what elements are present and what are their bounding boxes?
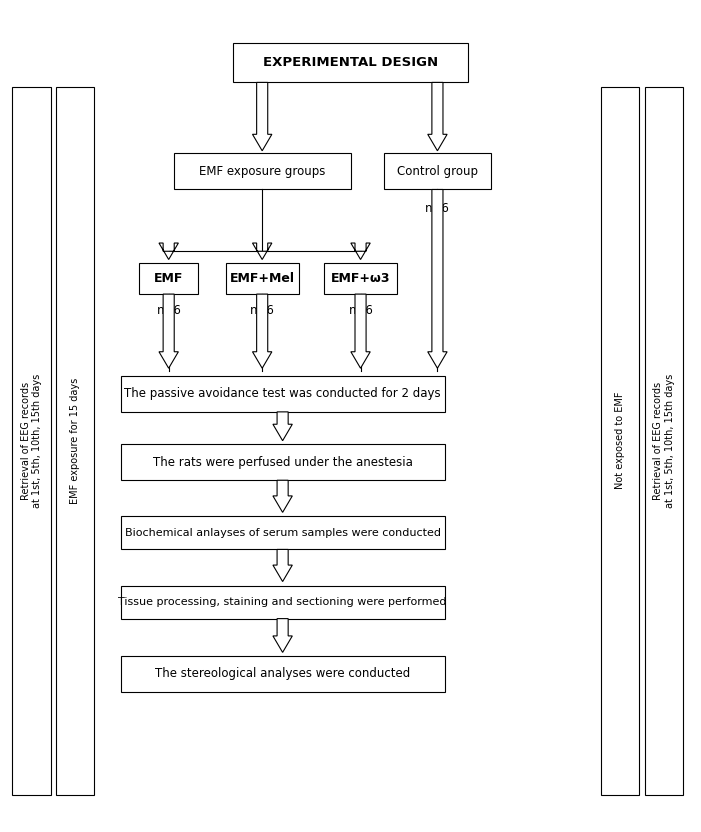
Text: Tissue processing, staining and sectioning were performed: Tissue processing, staining and sectioni… (118, 597, 447, 607)
Polygon shape (350, 243, 370, 260)
Polygon shape (159, 294, 178, 369)
FancyBboxPatch shape (645, 87, 683, 795)
Polygon shape (273, 480, 292, 513)
Text: EMF+ω3: EMF+ω3 (331, 272, 390, 285)
FancyBboxPatch shape (233, 43, 468, 82)
FancyBboxPatch shape (383, 153, 491, 190)
Text: The stereological analyses were conducted: The stereological analyses were conducte… (155, 667, 410, 681)
Polygon shape (428, 82, 447, 151)
FancyBboxPatch shape (121, 517, 444, 549)
Polygon shape (252, 294, 272, 369)
FancyBboxPatch shape (121, 656, 444, 692)
Text: EMF+Mel: EMF+Mel (230, 272, 294, 285)
Text: EMF exposure groups: EMF exposure groups (199, 165, 325, 178)
FancyBboxPatch shape (121, 586, 444, 619)
Text: Control group: Control group (397, 165, 478, 178)
Text: EMF exposure for 15 days: EMF exposure for 15 days (70, 378, 80, 504)
Text: n=6: n=6 (156, 304, 182, 317)
FancyBboxPatch shape (174, 153, 350, 190)
Polygon shape (252, 82, 272, 151)
FancyBboxPatch shape (324, 263, 397, 294)
Text: Retrieval of EEG records
at 1st, 5th, 10th, 15th days: Retrieval of EEG records at 1st, 5th, 10… (653, 374, 675, 508)
Text: EMF: EMF (154, 272, 184, 285)
Polygon shape (273, 412, 292, 441)
FancyBboxPatch shape (226, 263, 299, 294)
FancyBboxPatch shape (601, 87, 639, 795)
Polygon shape (273, 549, 292, 582)
Polygon shape (350, 294, 370, 369)
Text: EXPERIMENTAL DESIGN: EXPERIMENTAL DESIGN (263, 56, 438, 69)
Polygon shape (428, 190, 447, 369)
Text: Biochemical anlayses of serum samples were conducted: Biochemical anlayses of serum samples we… (125, 528, 441, 538)
FancyBboxPatch shape (121, 444, 444, 480)
Text: Retrieval of EEG records
at 1st, 5th, 10th, 15th days: Retrieval of EEG records at 1st, 5th, 10… (21, 374, 42, 508)
Polygon shape (252, 243, 272, 260)
FancyBboxPatch shape (56, 87, 94, 795)
Text: n=6: n=6 (425, 202, 449, 215)
Text: Not exposed to EMF: Not exposed to EMF (615, 392, 625, 489)
Text: n=6: n=6 (250, 304, 274, 317)
FancyBboxPatch shape (139, 263, 198, 294)
FancyBboxPatch shape (13, 87, 50, 795)
Polygon shape (159, 243, 178, 260)
FancyBboxPatch shape (121, 375, 444, 412)
Polygon shape (273, 619, 292, 652)
Text: n=6: n=6 (348, 304, 374, 317)
Text: The passive avoidance test was conducted for 2 days: The passive avoidance test was conducted… (124, 387, 441, 400)
Text: The rats were perfused under the anestesia: The rats were perfused under the anestes… (153, 456, 413, 468)
